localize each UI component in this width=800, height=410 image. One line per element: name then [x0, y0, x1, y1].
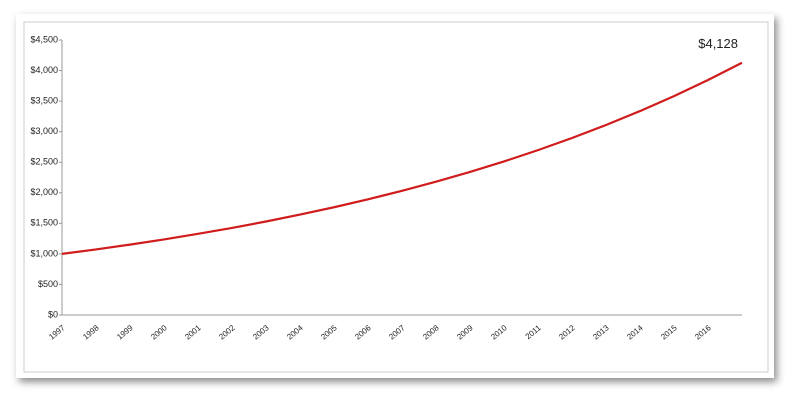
y-tick-label: $1,500: [30, 218, 58, 228]
y-tick-label: $4,000: [30, 65, 58, 75]
y-tick-label: $500: [38, 279, 58, 289]
y-tick-label: $2,000: [30, 187, 58, 197]
card: [16, 14, 774, 378]
y-tick-label: $0: [48, 309, 58, 319]
data-label: $4,128: [698, 36, 738, 51]
chart-border: [23, 21, 769, 373]
y-tick-label: $3,500: [30, 95, 58, 105]
y-tick-label: $2,500: [30, 157, 58, 167]
y-tick-label: $3,000: [30, 126, 58, 136]
y-tick-label: $1,000: [30, 248, 58, 258]
y-tick-label: $4,500: [30, 34, 58, 44]
line: [61, 61, 743, 255]
